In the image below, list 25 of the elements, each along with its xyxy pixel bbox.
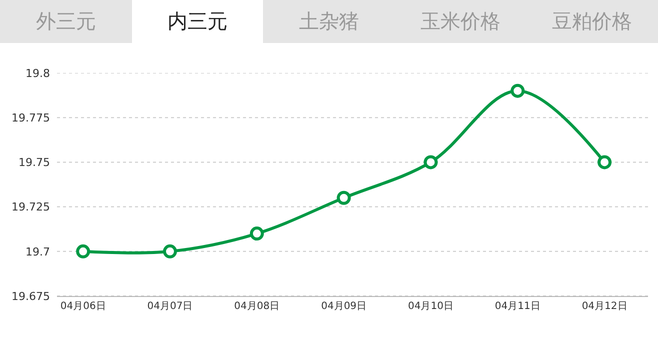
point [598, 155, 612, 170]
text: 豆粕价格 [551, 8, 634, 35]
chart-title: 内三元 [132, 0, 264, 43]
text: 土杂猪 [298, 8, 360, 35]
x-tick-label: 04月10日 [408, 301, 454, 312]
text: 外三元 [34, 8, 97, 35]
point [424, 155, 438, 170]
x-tick-label: 04月11日 [494, 301, 540, 312]
point [250, 226, 264, 241]
point [510, 84, 525, 98]
x-tick-label: 04月08日 [234, 301, 280, 312]
x-tick-label: 04月07日 [147, 301, 193, 312]
y-tick-label: 19.75 [18, 156, 50, 170]
y-tick-label: 19.675 [12, 290, 50, 303]
x-tick-label: 04月06日 [60, 301, 106, 312]
y-tick-label: 19.775 [12, 111, 50, 124]
x-tick-label: 04月09日 [321, 301, 367, 312]
y-tick-label: 19.725 [12, 200, 50, 214]
y-tick-label: 19.8 [26, 66, 50, 80]
x-tick-label: 04月12日 [582, 301, 628, 312]
text: 玉米价格 [420, 8, 502, 35]
point [76, 244, 90, 258]
point [162, 244, 177, 258]
y-tick-label: 19.7 [26, 245, 50, 258]
point [336, 190, 351, 205]
